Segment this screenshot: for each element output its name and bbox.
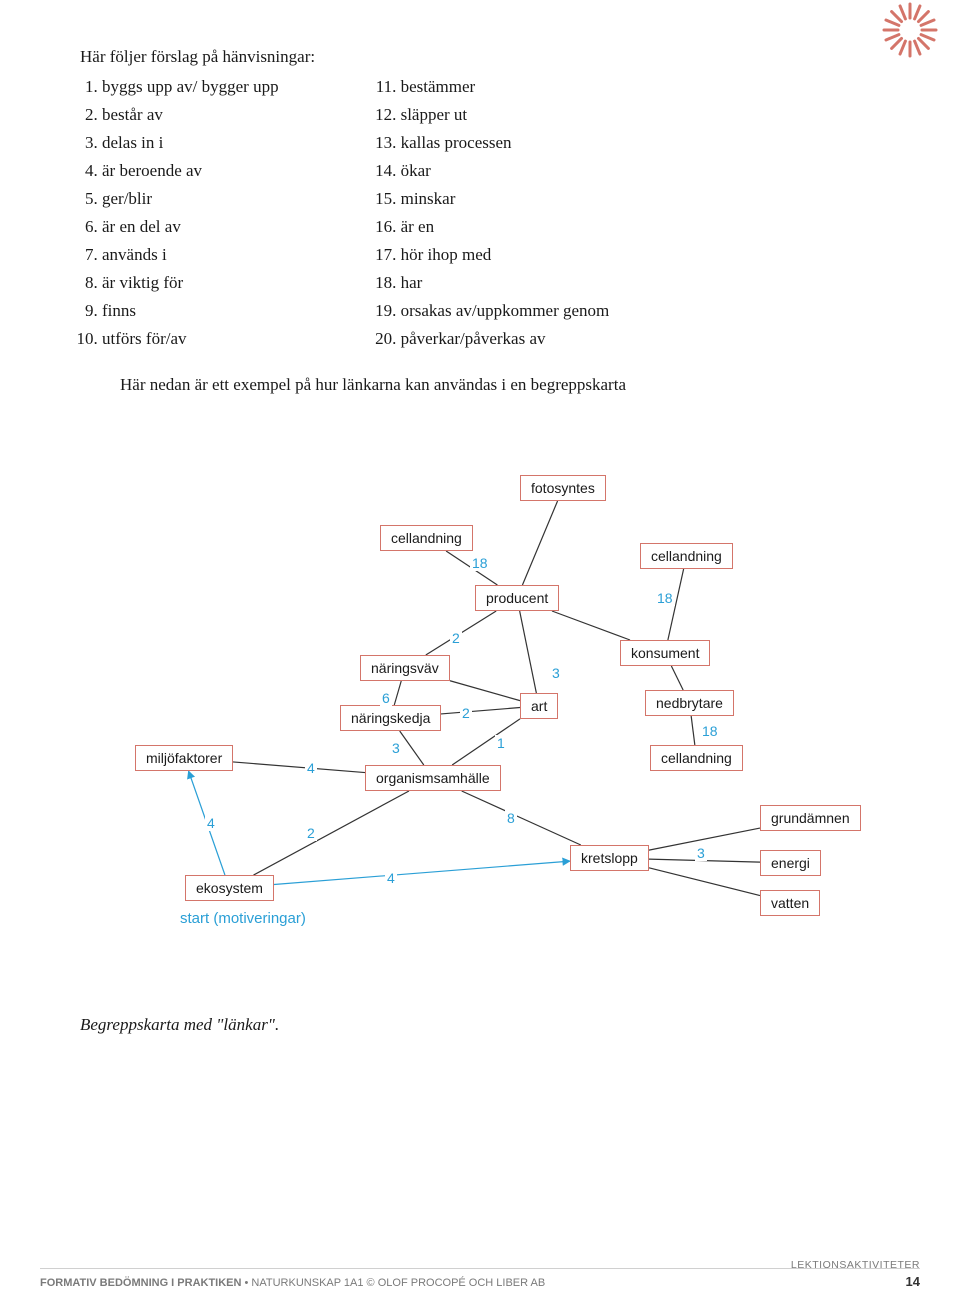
list-right: bestämmersläpper utkallas processenökarm…: [379, 73, 610, 353]
edge-label: 18: [470, 555, 490, 571]
edge-label: 18: [700, 723, 720, 739]
concept-node-konsument: konsument: [620, 640, 710, 666]
list-item: ökar: [401, 157, 610, 185]
concept-node-producent: producent: [475, 585, 559, 611]
list-item: har: [401, 269, 610, 297]
list-item: ger/blir: [102, 185, 279, 213]
list-item: byggs upp av/ bygger upp: [102, 73, 279, 101]
subhead-text: Här nedan är ett exempel på hur länkarna…: [120, 375, 880, 395]
list-left: byggs upp av/ bygger uppbestår avdelas i…: [80, 73, 279, 353]
edge-label: 3: [695, 845, 707, 861]
page: Här följer förslag på hänvisningar: bygg…: [0, 0, 960, 1307]
diagram-caption: Begreppskarta med "länkar".: [80, 1015, 880, 1035]
sunburst-icon: [880, 0, 940, 60]
list-item: är viktig för: [102, 269, 279, 297]
concept-map: fotosyntes cellandning cellandning producen…: [80, 465, 880, 975]
list-item: bestämmer: [401, 73, 610, 101]
list-item: är en del av: [102, 213, 279, 241]
list-item: är beroende av: [102, 157, 279, 185]
concept-node-organismsamhalle: organismsamhälle: [365, 765, 501, 791]
edge-label: 3: [550, 665, 562, 681]
footer-left: FORMATIV BEDÖMNING I PRAKTIKEN • NATURKU…: [40, 1277, 545, 1289]
list-item: påverkar/påverkas av: [401, 325, 610, 353]
list-item: delas in i: [102, 129, 279, 157]
concept-node-cellandning2: cellandning: [640, 543, 733, 569]
edge-label: 4: [385, 870, 397, 886]
concept-node-art: art: [520, 693, 558, 719]
footer-right: LEKTIONSAKTIVITETER 14: [791, 1259, 920, 1289]
edge-label: 4: [205, 815, 217, 831]
intro-text: Här följer förslag på hänvisningar:: [80, 47, 880, 67]
list-item: är en: [401, 213, 610, 241]
edge-label: 4: [305, 760, 317, 776]
edge-label: 8: [505, 810, 517, 826]
start-label: start (motiveringar): [180, 910, 306, 927]
concept-node-naringskedja: näringskedja: [340, 705, 441, 731]
concept-node-nedbrytare: nedbrytare: [645, 690, 734, 716]
edge-label: 2: [305, 825, 317, 841]
list-item: minskar: [401, 185, 610, 213]
page-number: 14: [791, 1274, 920, 1289]
concept-node-cellandning3: cellandning: [650, 745, 743, 771]
concept-node-ekosystem: ekosystem: [185, 875, 274, 901]
concept-node-grundamnen: grundämnen: [760, 805, 861, 831]
footer-activity: LEKTIONSAKTIVITETER: [791, 1259, 920, 1271]
concept-node-kretslopp: kretslopp: [570, 845, 649, 871]
edge-label: 2: [460, 705, 472, 721]
edge-label: 18: [655, 590, 675, 606]
concept-node-vatten: vatten: [760, 890, 820, 916]
footer: FORMATIV BEDÖMNING I PRAKTIKEN • NATURKU…: [0, 1259, 960, 1289]
list-item: kallas processen: [401, 129, 610, 157]
edge-label: 1: [495, 735, 507, 751]
concept-node-miljofaktorer: miljöfaktorer: [135, 745, 233, 771]
list-item: finns: [102, 297, 279, 325]
concept-node-naringsvav: näringsväv: [360, 655, 450, 681]
list-item: utförs för/av: [102, 325, 279, 353]
concept-node-fotosyntes: fotosyntes: [520, 475, 606, 501]
edge-label: 3: [390, 740, 402, 756]
edge-label: 6: [380, 690, 392, 706]
list-item: hör ihop med: [401, 241, 610, 269]
list-item: används i: [102, 241, 279, 269]
list-item: släpper ut: [401, 101, 610, 129]
edge-label: 2: [450, 630, 462, 646]
concept-node-energi: energi: [760, 850, 821, 876]
list-item: består av: [102, 101, 279, 129]
concept-node-cellandning1: cellandning: [380, 525, 473, 551]
list-item: orsakas av/uppkommer genom: [401, 297, 610, 325]
list-columns: byggs upp av/ bygger uppbestår avdelas i…: [80, 73, 880, 353]
